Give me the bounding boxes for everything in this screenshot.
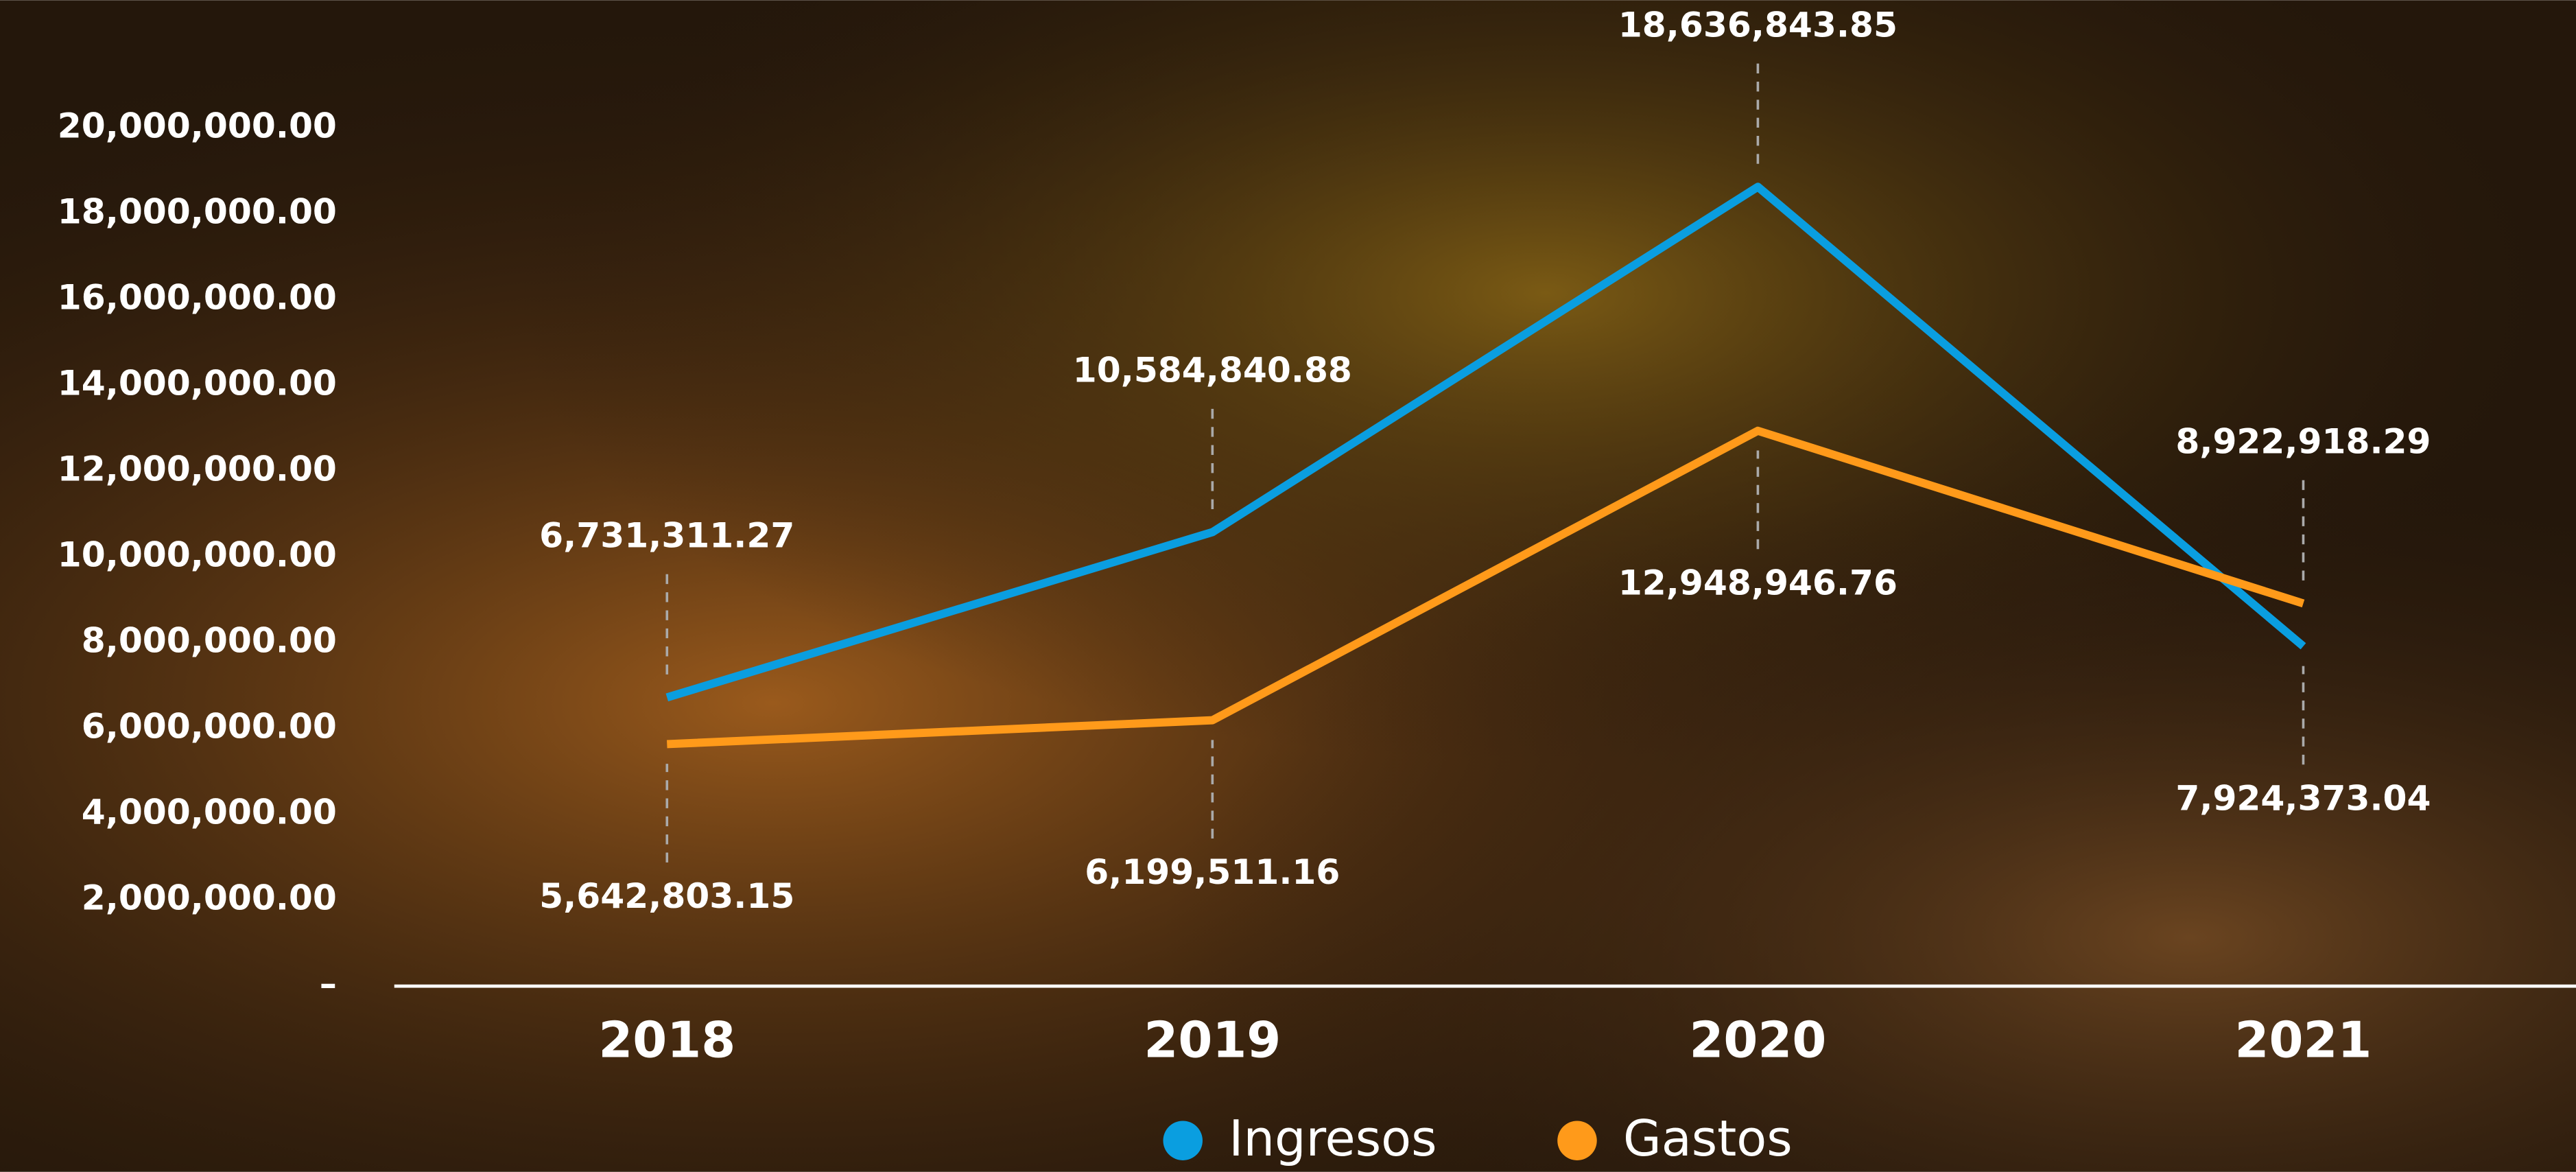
legend-swatch [1557, 1121, 1597, 1160]
legend-swatch [1163, 1121, 1203, 1160]
y-tick-label: – [320, 963, 337, 1004]
y-tick-label: 14,000,000.00 [58, 363, 337, 403]
y-tick-label: 2,000,000.00 [82, 878, 337, 918]
y-tick-label: 12,000,000.00 [58, 449, 337, 489]
x-tick-label: 2020 [1689, 1011, 1826, 1068]
legend-label: Gastos [1623, 1110, 1793, 1167]
value-label: 7,924,373.04 [2175, 777, 2431, 818]
series-line [667, 426, 2305, 749]
value-label: 18,636,843.85 [1618, 4, 1898, 45]
y-tick-label: 6,000,000.00 [82, 706, 337, 747]
y-tick-label: 20,000,000.00 [58, 106, 337, 146]
value-label: 10,584,840.88 [1073, 350, 1352, 390]
value-label: 8,922,918.29 [2175, 421, 2431, 462]
y-tick-label: 16,000,000.00 [58, 277, 337, 318]
x-tick-label: 2021 [2235, 1011, 2372, 1068]
series-line [665, 183, 2306, 702]
y-tick-label: 10,000,000.00 [58, 535, 337, 575]
y-tick-label: 8,000,000.00 [82, 620, 337, 661]
value-label: 6,199,511.16 [1085, 852, 1340, 892]
value-label: 12,948,946.76 [1618, 562, 1898, 602]
value-label: 6,731,311.27 [539, 515, 794, 556]
value-label: 5,642,803.15 [539, 876, 794, 916]
legend-label: Ingresos [1229, 1110, 1437, 1167]
y-tick-label: 18,000,000.00 [58, 191, 337, 232]
x-tick-label: 2018 [598, 1011, 735, 1068]
x-tick-label: 2019 [1144, 1011, 1281, 1068]
y-tick-label: 4,000,000.00 [82, 792, 337, 832]
